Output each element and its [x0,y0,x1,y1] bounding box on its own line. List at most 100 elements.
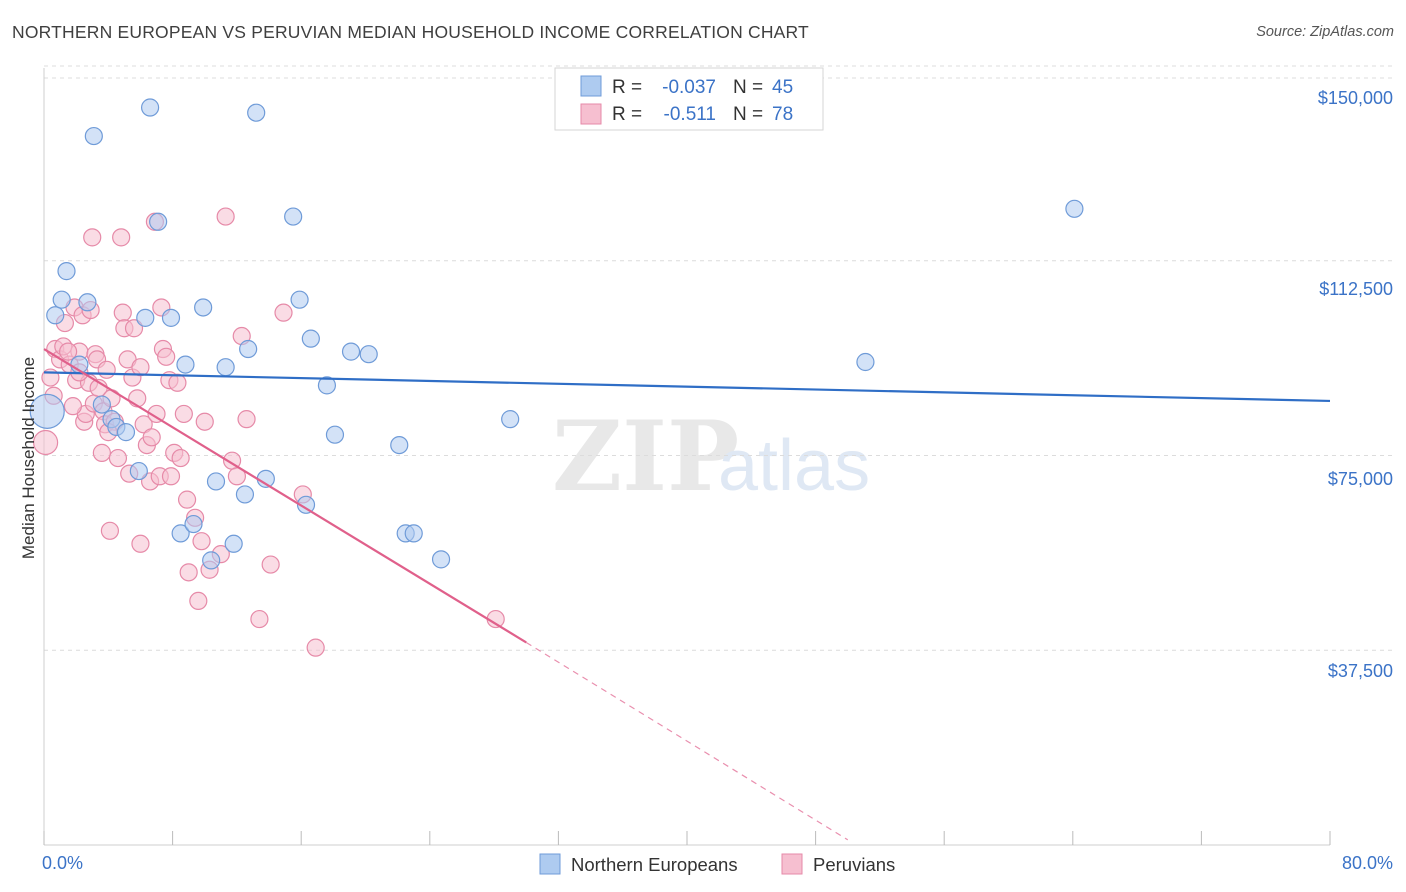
legend-n-label: N = [733,104,763,125]
data-point [341,342,361,361]
data-point [325,425,345,444]
bottom-legend-swatch-pink [781,853,803,875]
bottom-legend: Northern Europeans Peruvians [539,853,895,875]
data-point [359,345,378,364]
bottom-legend-label: Northern Europeans [571,854,738,875]
trend-lines [43,348,1331,841]
data-point [131,534,150,553]
data-point [274,303,293,322]
data-point [176,355,195,374]
data-point [856,352,875,372]
data-point [161,308,181,327]
northern-europeans-points [29,98,1084,570]
data-point [192,532,211,551]
data-point [202,551,221,570]
top-legend: R = -0.037 N = 45 R = -0.511 N = 78 [554,67,824,131]
bottom-legend-swatch-blue [539,853,561,875]
data-point [195,412,214,431]
trend-line-peruvians [43,348,527,644]
peruvians-points [33,207,505,657]
data-point [29,393,65,429]
data-point [250,609,269,629]
data-point [216,207,235,226]
y-tick-label: $150,000 [1318,88,1393,108]
data-point [33,429,59,456]
data-point [134,415,153,434]
data-point [174,404,193,424]
data-point [1065,199,1084,218]
data-point [108,448,128,468]
data-point [284,207,303,226]
data-point [431,550,451,569]
data-point [161,467,181,486]
trend-line-peruvians-extension [525,641,849,841]
data-point [142,428,161,447]
y-tick-label: $37,500 [1328,661,1393,681]
data-point [136,308,155,327]
data-point [92,443,111,462]
gridlines [44,65,1393,651]
data-point [501,410,520,429]
legend-n-label: N = [733,77,763,98]
data-point [177,490,197,509]
data-point [131,358,150,377]
legend-n-value: 45 [772,77,793,98]
legend-swatch-blue [580,75,602,97]
axes [43,68,1331,846]
trend-line-northern-europeans [43,371,1331,403]
data-point [113,303,132,322]
x-tick-label: 0.0% [42,853,83,873]
watermark-zip: ZIP [552,400,739,513]
data-point [78,293,97,312]
data-point [301,329,320,348]
data-point [100,521,120,540]
data-point [92,395,111,414]
data-point [239,339,258,359]
data-point [390,435,409,455]
data-point [57,262,76,281]
data-point [194,298,213,317]
legend-n-value: 78 [772,104,793,125]
data-point [147,404,166,424]
data-point [97,360,116,379]
data-point [224,534,243,553]
data-point [290,290,309,309]
y-tick-label: $75,000 [1328,469,1393,489]
data-point [317,376,337,395]
data-point [83,228,102,247]
data-point [227,467,246,486]
data-point [149,212,168,231]
data-point [52,290,71,309]
data-point [235,485,255,504]
data-point [168,373,187,392]
data-point [128,389,147,408]
y-axis-label: Median Household Income [19,357,38,559]
data-point [171,524,190,543]
data-point [237,410,256,429]
data-point [261,555,280,574]
data-point [157,347,176,366]
legend-r-label: R = [612,104,642,125]
legend-r-label: R = [612,77,642,98]
data-point [404,524,423,543]
data-point [184,514,203,534]
data-point [179,563,198,582]
data-point [140,98,160,117]
x-tick-label: 80.0% [1342,853,1393,873]
data-point [59,342,78,361]
legend-r-value: -0.037 [662,77,716,98]
data-point [306,638,325,657]
data-point [129,461,148,481]
data-point [171,448,190,468]
data-point [296,495,316,514]
data-point [216,358,235,377]
data-point [112,228,131,247]
data-point [63,397,83,416]
legend-swatch-pink [580,103,602,125]
legend-r-value: -0.511 [664,104,716,125]
data-point [206,472,226,491]
bottom-legend-label: Peruvians [813,854,895,875]
source-credit: Source: ZipAtlas.com [1256,24,1394,40]
data-point [189,591,208,611]
